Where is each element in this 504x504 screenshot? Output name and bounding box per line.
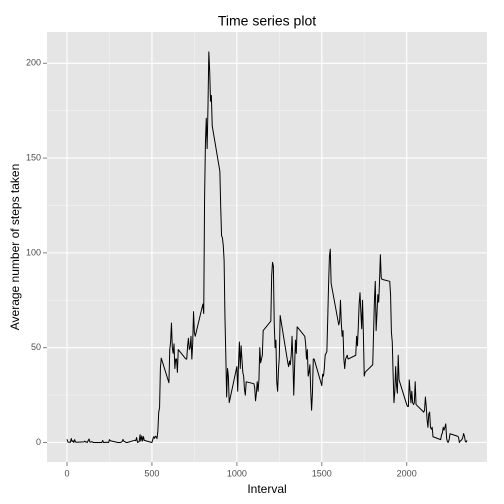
x-tick-label: 2000 [397, 468, 417, 478]
chart-title: Time series plot [218, 13, 316, 29]
panel [47, 32, 487, 462]
x-tick-label: 1000 [227, 468, 247, 478]
x-tick-label: 1500 [312, 468, 332, 478]
x-tick-label: 0 [64, 468, 69, 478]
y-axis-label: Average number of steps taken [8, 164, 22, 331]
y-tick-label: 50 [31, 342, 41, 352]
y-tick-label: 150 [26, 152, 41, 162]
y-tick-label: 0 [36, 437, 41, 447]
x-tick-label: 500 [144, 468, 159, 478]
y-tick-label: 100 [26, 247, 41, 257]
line [66, 51, 468, 443]
y-tick-label: 200 [26, 58, 41, 68]
x-axis-label: Interval [247, 482, 286, 496]
